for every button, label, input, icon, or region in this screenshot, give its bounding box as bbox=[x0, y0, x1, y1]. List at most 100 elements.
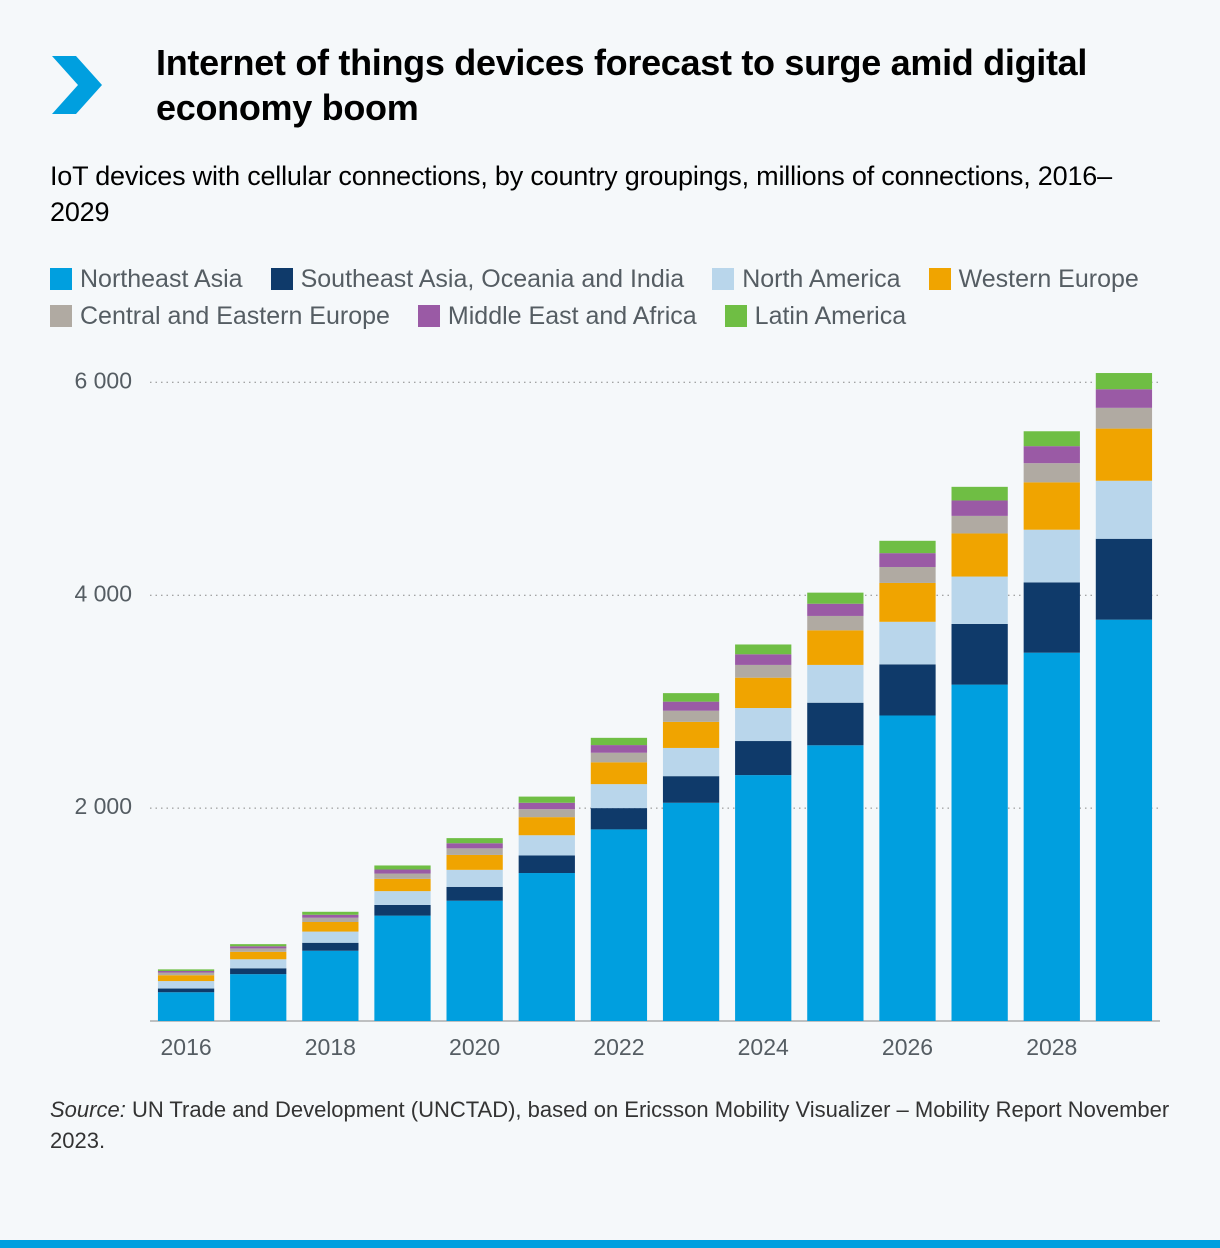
bar-segment bbox=[1096, 481, 1152, 539]
legend-label: Southeast Asia, Oceania and India bbox=[301, 265, 685, 294]
bar-segment bbox=[374, 865, 430, 869]
bar-segment bbox=[663, 776, 719, 803]
svg-text:2020: 2020 bbox=[449, 1034, 500, 1060]
bar-segment bbox=[879, 664, 935, 715]
bar-segment bbox=[1024, 446, 1080, 463]
legend-item: Western Europe bbox=[929, 265, 1139, 294]
bar-segment bbox=[519, 803, 575, 809]
legend-swatch bbox=[50, 305, 72, 327]
bar-segment bbox=[302, 951, 358, 1021]
bar-segment bbox=[230, 944, 286, 946]
bar-segment bbox=[302, 912, 358, 915]
bar-segment bbox=[158, 992, 214, 1021]
bar-segment bbox=[230, 952, 286, 959]
arrow-icon bbox=[50, 46, 128, 129]
legend: Northeast Asia Southeast Asia, Oceania an… bbox=[50, 265, 1170, 331]
source-line: Source: UN Trade and Development (UNCTAD… bbox=[50, 1095, 1170, 1157]
bar-segment bbox=[1096, 620, 1152, 1021]
svg-text:2018: 2018 bbox=[305, 1034, 356, 1060]
bar-segment bbox=[591, 753, 647, 763]
legend-label: Latin America bbox=[755, 302, 906, 331]
bar-segment bbox=[302, 922, 358, 932]
bar-segment bbox=[735, 665, 791, 678]
svg-text:2026: 2026 bbox=[882, 1034, 933, 1060]
bottom-accent-bar bbox=[0, 1240, 1220, 1248]
bar-segment bbox=[663, 702, 719, 711]
bar-segment bbox=[1024, 482, 1080, 529]
bar-segment bbox=[591, 762, 647, 784]
source-text: UN Trade and Development (UNCTAD), based… bbox=[50, 1097, 1169, 1153]
bar-segment bbox=[447, 848, 503, 855]
bar-segment bbox=[807, 593, 863, 604]
legend-swatch bbox=[418, 305, 440, 327]
bar-segment bbox=[158, 969, 214, 971]
bar-segment bbox=[302, 943, 358, 951]
bar-segment bbox=[374, 879, 430, 891]
legend-item: Northeast Asia bbox=[50, 265, 243, 294]
source-label: Source: bbox=[50, 1097, 126, 1122]
bar-segment bbox=[879, 622, 935, 665]
bar-segment bbox=[1096, 373, 1152, 389]
bar-segment bbox=[230, 946, 286, 948]
bar-segment bbox=[374, 915, 430, 1020]
chart-subtitle: IoT devices with cellular connections, b… bbox=[50, 158, 1170, 231]
bar-segment bbox=[1024, 653, 1080, 1021]
legend-item: Central and Eastern Europe bbox=[50, 302, 390, 331]
bar-segment bbox=[447, 838, 503, 843]
bar-segment bbox=[374, 873, 430, 878]
bar-segment bbox=[1096, 539, 1152, 620]
bar-segment bbox=[1024, 463, 1080, 482]
bar-segment bbox=[1096, 389, 1152, 408]
svg-text:2028: 2028 bbox=[1026, 1034, 1077, 1060]
bar-segment bbox=[663, 693, 719, 702]
bar-segment bbox=[519, 873, 575, 1021]
bar-segment bbox=[807, 616, 863, 630]
bar-segment bbox=[735, 775, 791, 1021]
bar-segment bbox=[158, 975, 214, 981]
legend-swatch bbox=[712, 268, 734, 290]
bar-segment bbox=[302, 931, 358, 942]
bar-segment bbox=[735, 708, 791, 741]
bar-segment bbox=[952, 500, 1008, 515]
bar-segment bbox=[374, 891, 430, 905]
bar-segment bbox=[879, 553, 935, 567]
bar-segment bbox=[591, 745, 647, 753]
bar-segment bbox=[1024, 582, 1080, 652]
legend-swatch bbox=[929, 268, 951, 290]
svg-text:2016: 2016 bbox=[160, 1034, 211, 1060]
bar-segment bbox=[952, 576, 1008, 623]
bar-segment bbox=[663, 803, 719, 1021]
bar-segment bbox=[807, 630, 863, 665]
legend-item: Middle East and Africa bbox=[418, 302, 697, 331]
svg-text:6 000: 6 000 bbox=[74, 367, 132, 393]
legend-label: Western Europe bbox=[959, 265, 1139, 294]
page-title: Internet of things devices forecast to s… bbox=[156, 40, 1170, 130]
bar-segment bbox=[879, 567, 935, 583]
bar-segment bbox=[1024, 530, 1080, 583]
bar-segment bbox=[591, 784, 647, 808]
bar-segment bbox=[230, 968, 286, 974]
legend-item: North America bbox=[712, 265, 900, 294]
bar-segment bbox=[1096, 408, 1152, 429]
bar-segment bbox=[591, 808, 647, 829]
svg-text:2024: 2024 bbox=[738, 1034, 789, 1060]
header: Internet of things devices forecast to s… bbox=[50, 40, 1170, 130]
bar-segment bbox=[230, 974, 286, 1021]
bar-segment bbox=[952, 533, 1008, 576]
bar-segment bbox=[447, 870, 503, 887]
bar-segment bbox=[735, 644, 791, 654]
legend-label: Central and Eastern Europe bbox=[80, 302, 390, 331]
legend-label: North America bbox=[742, 265, 900, 294]
bar-segment bbox=[663, 711, 719, 722]
bar-segment bbox=[519, 817, 575, 835]
bar-segment bbox=[158, 971, 214, 973]
legend-item: Latin America bbox=[725, 302, 906, 331]
bar-segment bbox=[663, 748, 719, 776]
legend-swatch bbox=[725, 305, 747, 327]
svg-text:4 000: 4 000 bbox=[74, 580, 132, 606]
bar-segment bbox=[952, 516, 1008, 534]
bar-segment bbox=[952, 624, 1008, 685]
bar-segment bbox=[374, 869, 430, 873]
bar-segment bbox=[1024, 431, 1080, 446]
bar-segment bbox=[519, 835, 575, 855]
